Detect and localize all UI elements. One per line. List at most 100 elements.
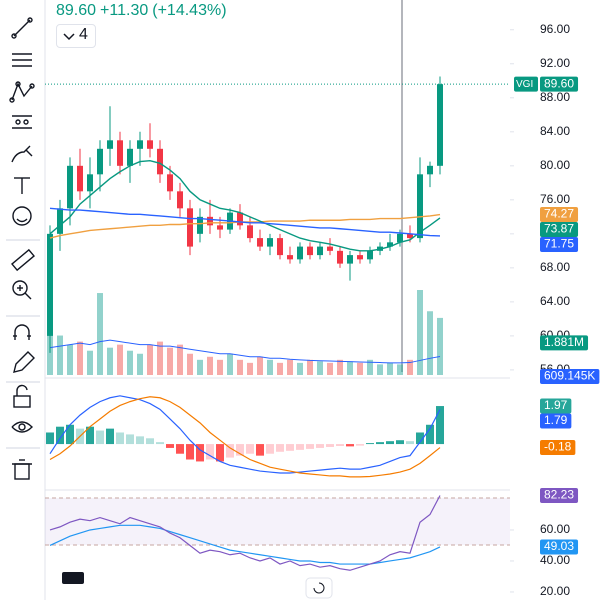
macd-histogram-bar (376, 442, 384, 445)
brush-tool[interactable] (11, 145, 33, 163)
macd-histogram-bar (206, 444, 214, 460)
macd-histogram-bar (126, 434, 134, 445)
macd-histogram-bar (296, 444, 304, 450)
macd-histogram-bar (276, 444, 284, 452)
last-price: 89.60 (56, 2, 97, 19)
volume-bar (117, 344, 123, 375)
visibility-tool[interactable] (11, 421, 33, 433)
volume-bar (377, 364, 383, 375)
candle-body (347, 255, 353, 264)
macd-histogram-bar (116, 432, 124, 445)
macd-line (49, 395, 441, 474)
fib-tool[interactable] (12, 53, 32, 67)
value-label-box (540, 222, 579, 238)
y-tick-label: 60.00 (540, 522, 570, 536)
macd-histogram-bar (246, 444, 254, 454)
text-tool[interactable] (14, 177, 30, 194)
macd-histogram-bar (106, 428, 114, 445)
volume-bar (227, 353, 233, 375)
ruler-tool[interactable] (11, 248, 35, 272)
macd-histogram-bar (236, 444, 244, 456)
macd-histogram-bar (326, 444, 334, 447)
value-label-box (540, 398, 572, 414)
volume-bar (277, 362, 283, 375)
volume-ma-line (49, 339, 441, 364)
volume-bar (267, 359, 273, 375)
volume-bar (197, 359, 203, 375)
y-tick-label: 96.00 (540, 22, 570, 36)
volume-bar (427, 311, 433, 375)
value-label: -0.18 (544, 440, 572, 454)
candle-body (197, 216, 203, 234)
interval-selector[interactable]: 4 (56, 24, 96, 48)
trash-tool[interactable] (12, 459, 32, 480)
candle-body (177, 191, 183, 209)
volume-bar (127, 350, 133, 375)
volume-bar (357, 362, 363, 375)
candle-body (387, 242, 393, 247)
magnet-tool[interactable] (13, 324, 31, 340)
volume-bar (77, 341, 83, 375)
volume-bar (187, 353, 193, 375)
volume-bar (207, 356, 213, 375)
macd-histogram-bar (196, 444, 204, 462)
macd-histogram-bar (416, 432, 424, 445)
zoom-tool[interactable] (12, 280, 32, 300)
volume-bar (217, 359, 223, 375)
macd-histogram-bar (396, 440, 404, 445)
macd-histogram-bar (136, 436, 144, 445)
signal-line (49, 396, 441, 478)
trend-line-tool[interactable] (11, 17, 33, 39)
candle-body (67, 165, 73, 209)
value-label: 49.03 (544, 539, 574, 553)
volume-bar (237, 359, 243, 375)
candle-body (267, 238, 273, 247)
macd-histogram-bar (266, 444, 274, 454)
volume-bar (307, 359, 313, 375)
candle-body (217, 225, 223, 230)
forecast-tool[interactable] (12, 115, 32, 129)
value-label: 609.145K (544, 369, 595, 383)
candle-body (317, 246, 323, 256)
value-label: 71.75 (544, 237, 574, 251)
emoji-tool[interactable] (12, 206, 32, 226)
candle-body (117, 140, 123, 166)
volume-bar (327, 362, 333, 375)
volume-bar (337, 359, 343, 375)
moving-average-line (49, 160, 441, 252)
volume-bar (417, 290, 423, 375)
volume-bar (407, 359, 413, 375)
volume-bar (97, 293, 103, 375)
macd-histogram-bar (436, 406, 444, 445)
candle-body (187, 208, 193, 247)
macd-histogram-bar (406, 441, 414, 445)
value-label: 82.23 (544, 488, 574, 502)
candle-body (337, 250, 343, 264)
value-label-box (540, 237, 579, 253)
rsi-band (45, 498, 510, 545)
lock-tool[interactable] (13, 384, 31, 408)
macd-histogram-bar (86, 426, 94, 445)
pattern-tool[interactable] (9, 81, 35, 103)
value-label-box (540, 488, 579, 504)
drawing-lock-tool[interactable] (13, 351, 35, 373)
macd-histogram-bar (426, 424, 434, 445)
rsi-line (49, 495, 441, 571)
macd-histogram-bar (66, 424, 74, 445)
rsi-ma-line (49, 524, 441, 565)
volume-bar (137, 353, 143, 375)
y-tick-label: 64.00 (540, 294, 570, 308)
value-label: 89.60 (544, 76, 574, 90)
value-label-box (540, 413, 572, 429)
candle-body (237, 212, 243, 226)
value-label-box (540, 335, 589, 351)
candle-body (57, 208, 63, 234)
y-tick-label: 20.00 (540, 584, 570, 598)
macd-histogram-bar (286, 444, 294, 451)
moving-average-line (49, 213, 441, 239)
macd-histogram-bar (46, 432, 54, 445)
candle-body (87, 174, 93, 192)
macd-histogram-bar (146, 438, 154, 445)
volume-bar (317, 361, 323, 375)
reset-button[interactable] (305, 577, 333, 599)
